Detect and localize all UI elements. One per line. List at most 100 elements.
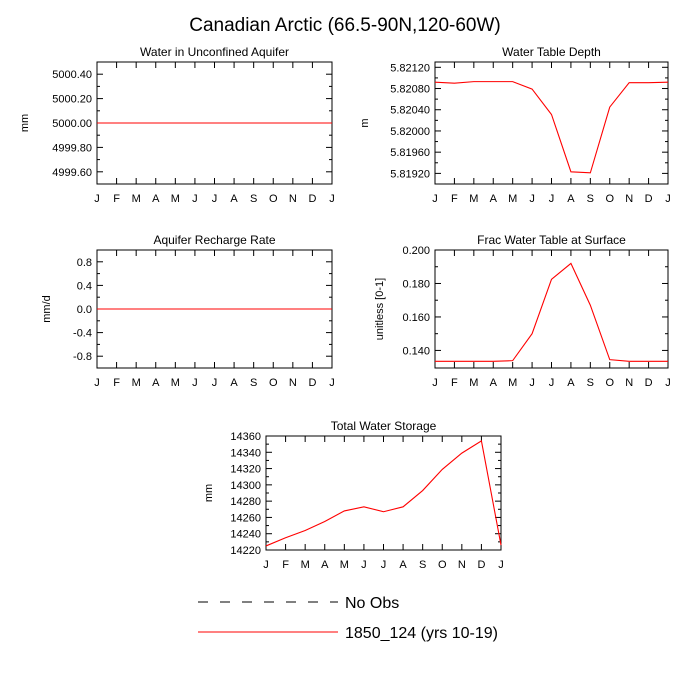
chart-title: Frac Water Table at Surface [477, 233, 626, 247]
x-tick-label: A [321, 559, 329, 571]
y-tick-label: 14340 [230, 447, 261, 459]
x-tick-label: J [432, 193, 438, 205]
x-tick-label: D [645, 193, 653, 205]
y-tick-label: 5.81960 [390, 147, 430, 159]
x-tick-label: M [340, 559, 349, 571]
x-tick-label: M [171, 193, 180, 205]
x-tick-label: N [458, 559, 466, 571]
x-tick-label: J [192, 193, 198, 205]
y-tick-label: 14240 [230, 529, 261, 541]
x-tick-label: O [269, 193, 278, 205]
y-tick-label: 5.81920 [390, 168, 430, 180]
x-tick-label: O [605, 193, 614, 205]
legend-label-series: 1850_124 (yrs 10-19) [345, 625, 498, 642]
x-tick-label: J [549, 193, 555, 205]
x-tick-label: J [432, 377, 438, 389]
x-tick-label: J [94, 377, 100, 389]
x-tick-label: A [230, 377, 238, 389]
x-tick-label: D [477, 559, 485, 571]
y-axis-label: m [359, 118, 371, 127]
x-tick-label: D [645, 377, 653, 389]
x-tick-label: J [192, 377, 198, 389]
x-tick-label: A [490, 193, 498, 205]
x-tick-label: J [94, 193, 100, 205]
x-tick-label: J [361, 559, 367, 571]
x-tick-label: J [529, 377, 535, 389]
y-tick-label: 5.82000 [390, 126, 430, 138]
chart-title: Total Water Storage [331, 419, 437, 433]
x-tick-label: N [289, 193, 297, 205]
plot-frame [265, 435, 502, 551]
y-axis-label: unitless [0-1] [374, 278, 386, 340]
legend: No Obs 1850_124 (yrs 10-19) [198, 595, 498, 642]
x-tick-label: A [567, 193, 575, 205]
y-tick-label: 0.8 [77, 257, 92, 269]
x-tick-label: S [587, 377, 594, 389]
y-tick-label: 0.160 [402, 312, 430, 324]
x-tick-label: F [451, 193, 458, 205]
y-tick-label: 5000.00 [52, 118, 92, 130]
x-tick-label: O [269, 377, 278, 389]
x-tick-label: J [212, 377, 218, 389]
y-tick-label: 14360 [230, 431, 261, 443]
x-tick-label: S [250, 377, 257, 389]
plot-frame [434, 61, 669, 185]
plot-frame [434, 249, 669, 369]
x-tick-label: A [152, 193, 160, 205]
y-tick-label: 5.82080 [390, 84, 430, 96]
y-tick-label: 5.82120 [390, 62, 430, 74]
x-tick-label: S [250, 193, 257, 205]
x-tick-label: N [625, 193, 633, 205]
series-line [434, 81, 669, 174]
y-tick-label: 0.200 [402, 245, 430, 257]
x-tick-label: O [438, 559, 447, 571]
y-tick-label: 0.4 [77, 280, 92, 292]
series-line [265, 439, 502, 547]
y-tick-label: 14280 [230, 496, 261, 508]
x-tick-label: J [329, 377, 335, 389]
chart-title: Aquifer Recharge Rate [153, 233, 275, 247]
y-tick-label: 0.140 [402, 345, 430, 357]
x-tick-label: M [469, 377, 478, 389]
x-tick-label: J [665, 377, 671, 389]
x-tick-label: J [665, 193, 671, 205]
x-tick-label: M [301, 559, 310, 571]
y-tick-label: 5.82040 [390, 105, 430, 117]
x-tick-label: M [469, 193, 478, 205]
y-tick-label: 4999.60 [52, 167, 92, 179]
chart-title: Water in Unconfined Aquifer [140, 45, 289, 59]
y-tick-label: 14320 [230, 464, 261, 476]
x-tick-label: A [399, 559, 407, 571]
x-tick-label: M [171, 377, 180, 389]
y-tick-label: 5000.40 [52, 69, 92, 81]
y-tick-label: 14220 [230, 545, 261, 557]
x-tick-label: J [529, 193, 535, 205]
x-tick-label: A [490, 377, 498, 389]
x-tick-label: A [230, 193, 238, 205]
y-tick-label: 0.180 [402, 278, 430, 290]
x-tick-label: M [132, 193, 141, 205]
x-tick-label: J [549, 377, 555, 389]
series-line [435, 262, 668, 362]
x-tick-label: J [212, 193, 218, 205]
y-tick-label: 14300 [230, 480, 261, 492]
y-axis-label: mm [19, 114, 31, 132]
x-tick-label: A [152, 377, 160, 389]
x-tick-label: O [605, 377, 614, 389]
x-tick-label: J [498, 559, 504, 571]
y-tick-label: 4999.80 [52, 142, 92, 154]
chart-title: Water Table Depth [502, 45, 601, 59]
x-tick-label: M [508, 377, 517, 389]
x-tick-label: F [113, 193, 120, 205]
x-tick-label: F [282, 559, 289, 571]
x-tick-label: D [308, 377, 316, 389]
y-tick-label: -0.4 [73, 328, 92, 340]
y-tick-label: 0.0 [77, 304, 92, 316]
